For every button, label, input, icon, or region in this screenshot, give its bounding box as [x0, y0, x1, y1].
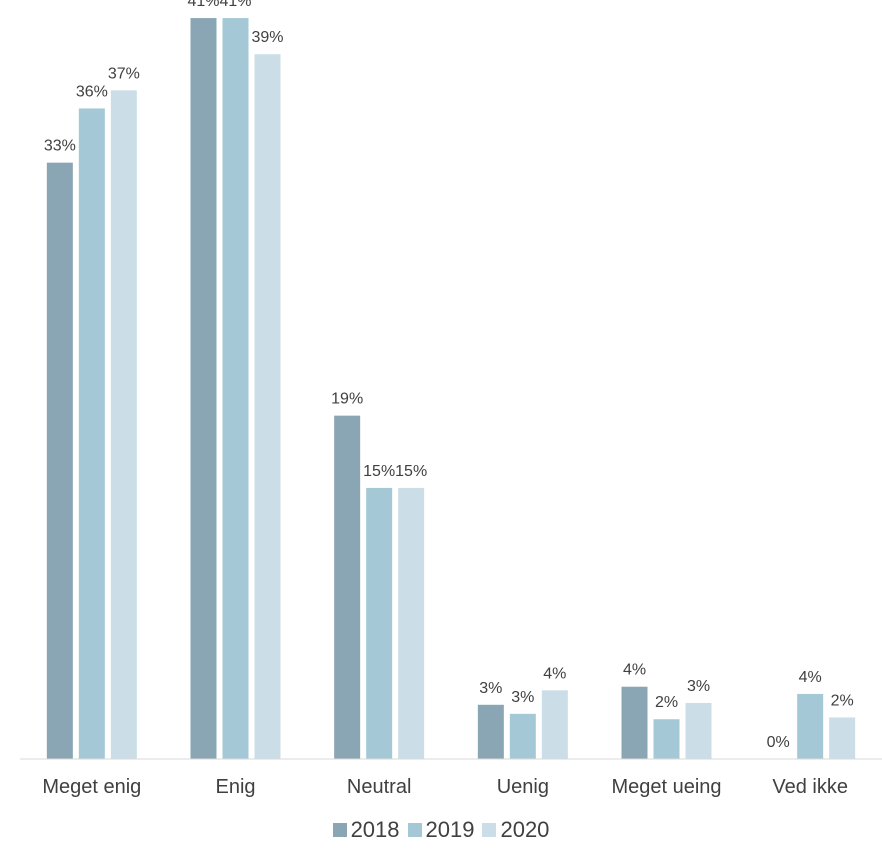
data-label-enig-2019: 41%	[219, 0, 251, 10]
category-label-meget-ueing: Meget ueing	[611, 776, 721, 798]
bar-meget-ueing-2018	[621, 686, 648, 759]
legend-item-2018: 2018	[332, 817, 400, 843]
data-label-meget-ueing-2018: 4%	[623, 662, 646, 679]
category-labels-layer: Meget enig Enig Neutral Uenig Meget ueing Ved…	[42, 776, 848, 798]
bar-neutral-2019	[366, 487, 393, 759]
data-label-meget-enig-2019: 36%	[76, 83, 108, 100]
category-label-meget-enig: Meget enig	[42, 776, 141, 798]
legend-label-2019: 2019	[425, 817, 475, 842]
data-label-neutral-2020: 15%	[395, 463, 427, 480]
legend-swatch-2019	[407, 823, 422, 837]
data-label-meget-enig-2020: 37%	[108, 65, 140, 82]
category-label-enig: Enig	[215, 776, 255, 798]
bar-enig-2018	[190, 18, 217, 760]
bar-meget-ueing-2019	[653, 719, 680, 759]
legend-swatch-2018	[332, 823, 347, 837]
data-label-enig-2020: 39%	[251, 29, 283, 46]
bar-enig-2020	[254, 54, 281, 759]
category-label-neutral: Neutral	[347, 776, 411, 798]
data-label-meget-ueing-2020: 3%	[687, 678, 710, 695]
category-label-uenig: Uenig	[497, 776, 549, 798]
legend: 2018 2019 2020	[0, 817, 882, 843]
bar-neutral-2020	[398, 487, 425, 759]
bar-meget-enig-2020	[110, 90, 137, 760]
legend-swatch-2020	[482, 823, 497, 837]
value-labels-layer: 33% 36%37% 41% 41% 39% 19% 15% 15% 3% 3% 4% 4% 2% 3% 0…	[44, 0, 854, 751]
bars-layer	[46, 18, 856, 760]
bar-meget-enig-2018	[46, 162, 73, 760]
data-label-uenig-2018: 3%	[479, 680, 502, 697]
data-label-neutral-2018: 19%	[331, 391, 363, 408]
bar-ved-ikke-2019	[797, 693, 824, 759]
data-label-ved-ikke-2020: 2%	[831, 692, 854, 709]
legend-item-2019: 2019	[407, 817, 475, 843]
data-label-ved-ikke-2019: 4%	[799, 669, 822, 686]
legend-label-2018: 2018	[350, 817, 400, 842]
data-label-ved-ikke-2018: 0%	[767, 734, 790, 751]
bar-meget-enig-2019	[78, 108, 105, 759]
legend-label-2020: 2020	[500, 817, 550, 842]
data-label-enig-2018: 41%	[187, 0, 219, 10]
data-label-uenig-2020: 4%	[543, 665, 566, 682]
legend-item-2020: 2020	[482, 817, 549, 843]
bar-uenig-2020	[541, 690, 568, 759]
bar-ved-ikke-2020	[829, 717, 856, 759]
data-label-meget-ueing-2019: 2%	[655, 694, 678, 711]
data-label-uenig-2019: 3%	[511, 689, 534, 706]
bar-enig-2019	[222, 18, 249, 760]
data-label-meget-enig-2018: 33%	[44, 138, 76, 155]
category-label-ved-ikke: Ved ikke	[772, 776, 848, 798]
bar-uenig-2019	[509, 713, 536, 759]
data-label-neutral-2019: 15%	[363, 463, 395, 480]
bar-uenig-2018	[477, 704, 504, 759]
bar-neutral-2018	[334, 415, 361, 759]
bar-meget-ueing-2020	[685, 702, 712, 759]
